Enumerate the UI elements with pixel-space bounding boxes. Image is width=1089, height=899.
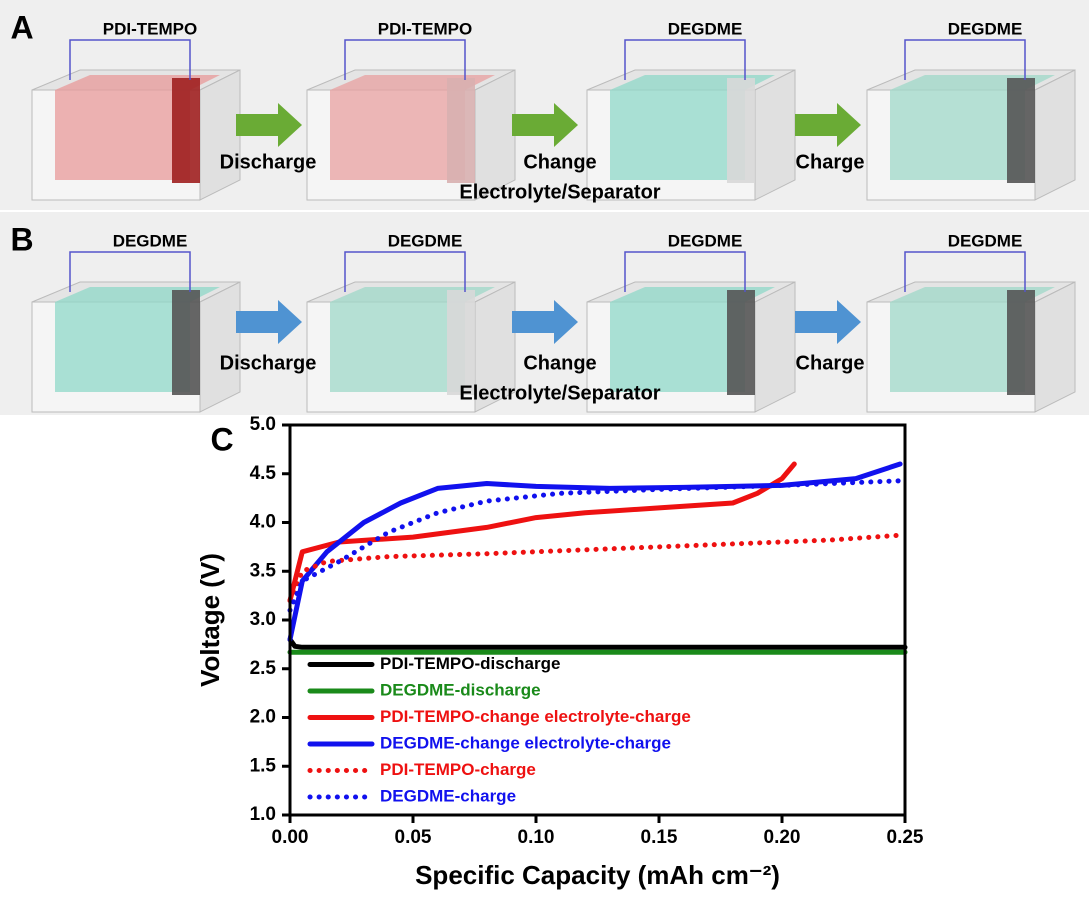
electrode [727,290,755,395]
y-tick-label: 1.5 [250,755,277,776]
y-tick-label: 3.5 [250,560,277,581]
step-arrow [795,300,861,344]
step-label: Change [523,151,596,173]
legend-label: PDI-TEMPO-change electrolyte-charge [380,707,691,726]
step-arrow [236,300,302,344]
y-tick-label: 4.0 [250,512,276,533]
electrode [172,290,200,395]
legend-label: DEGDME-charge [380,786,516,805]
wire [904,39,1026,80]
cell-title: DEGDME [948,231,1023,250]
cell-title: DEGDME [113,231,188,250]
y-tick-label: 2.0 [250,707,276,728]
step-arrow [236,103,302,147]
cell-side [754,281,796,413]
step-label: Discharge [220,151,317,173]
step-label: Electrolyte/Separator [459,382,660,404]
y-tick-label: 2.5 [250,658,277,679]
series-line [287,637,908,650]
panel-label: C [210,421,233,457]
legend-label: PDI-TEMPO-discharge [380,654,560,673]
series-line [287,461,903,642]
step-arrow [512,300,578,344]
cell-side [754,69,796,201]
series-line [287,478,908,613]
x-tick-label: 0.25 [887,827,924,848]
electrode [447,78,475,183]
series-line [287,532,903,603]
panel-label: B [10,221,33,257]
step-label: Discharge [220,352,317,374]
x-tick-label: 0.15 [641,827,678,848]
cell-title: DEGDME [668,231,743,250]
y-tick-label: 4.5 [250,463,277,484]
cell-side [199,69,241,201]
wire [904,251,1026,292]
cell-side [1034,69,1076,201]
plot-frame [288,423,907,817]
panel-label: A [10,9,33,45]
wire [624,39,746,80]
step-label: Change [523,352,596,374]
y-tick-label: 3.0 [250,609,276,630]
electrode [1007,78,1035,183]
step-label: Charge [796,352,865,374]
wire [69,39,191,80]
x-tick-label: 0.20 [764,827,801,848]
series-line [287,461,797,603]
legend-label: PDI-TEMPO-charge [380,760,536,779]
wire [344,251,466,292]
cell-title: DEGDME [948,19,1023,38]
wire [344,39,466,80]
cell-title: PDI-TEMPO [378,19,472,38]
wire [69,251,191,292]
cell-side [1034,281,1076,413]
electrode [727,78,755,183]
x-tick-label: 0.05 [395,827,432,848]
y-axis-title: Voltage (V) [195,553,225,687]
wire [624,251,746,292]
step-label: Charge [796,151,865,173]
x-axis-title: Specific Capacity (mAh cm⁻²) [415,860,780,890]
y-tick-label: 1.0 [250,804,276,825]
step-label: Electrolyte/Separator [459,181,660,203]
cell-side [199,281,241,413]
x-tick-label: 0.00 [272,827,309,848]
step-arrow [512,103,578,147]
legend-label: DEGDME-change electrolyte-charge [380,733,671,752]
electrode [447,290,475,395]
electrode [1007,290,1035,395]
y-tick-label: 5.0 [250,414,276,435]
cell-title: PDI-TEMPO [103,19,197,38]
electrode [172,78,200,183]
cell-title: DEGDME [668,19,743,38]
legend-label: DEGDME-discharge [380,680,541,699]
cell-title: DEGDME [388,231,463,250]
step-arrow [795,103,861,147]
x-tick-label: 0.10 [518,827,555,848]
